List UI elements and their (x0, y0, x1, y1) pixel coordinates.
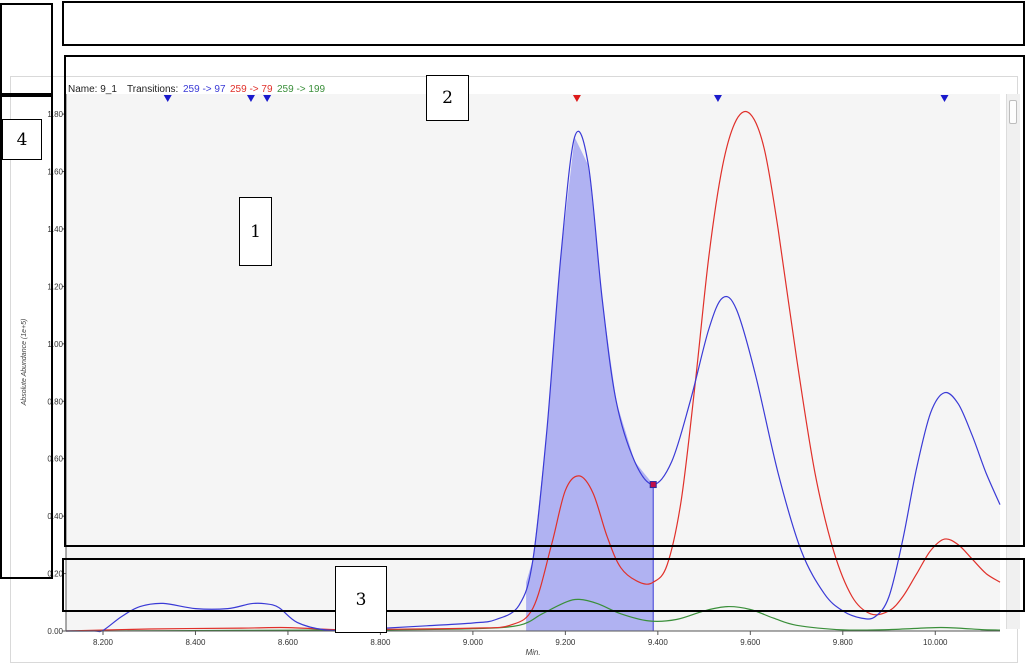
annotation-box-plot-lower (62, 558, 1025, 612)
y-axis-title: Absolute Abundance (1e+5) (21, 319, 28, 407)
annotation-box-y-axis (0, 95, 53, 579)
x-tick-label-0: 8.200 (93, 638, 114, 647)
legend-entry-0: 259 -> 97 (183, 84, 226, 95)
x-tick-label-3: 8.800 (370, 638, 391, 647)
series-line-1 (65, 110, 1001, 632)
peak-marker-4 (713, 95, 722, 102)
annotation-box-corner (0, 3, 53, 95)
x-tick-label-8: 9.800 (833, 638, 854, 647)
x-tick-label-2: 8.600 (278, 638, 299, 647)
annotation-label-1: 1 (239, 197, 272, 266)
y-tick-label-4: 0.80 (47, 397, 63, 406)
legend-entry-2: 259 -> 199 (277, 84, 326, 95)
y-tick-label-5: 1.00 (47, 340, 63, 349)
annotation-box-top-banner (62, 1, 1025, 46)
y-tick-label-2: 0.40 (47, 512, 63, 521)
series-line-2 (65, 598, 1001, 632)
integrated-peak-area (526, 137, 654, 631)
annotation-label-3: 3 (335, 566, 387, 633)
chromatogram-name: Name: 9_1 (68, 84, 117, 95)
y-tick-label-6: 1.20 (47, 282, 63, 291)
peak-boundary-marker (649, 481, 657, 489)
peak-marker-1 (246, 95, 255, 102)
y-tick-label-0: 0.00 (47, 627, 63, 636)
series-line-0 (65, 130, 1001, 633)
y-tick-label-8: 1.60 (47, 168, 63, 177)
peak-marker-2 (263, 95, 272, 102)
x-tick-label-9: 10.000 (923, 638, 948, 647)
y-tick-label-7: 1.40 (47, 225, 63, 234)
x-tick-label-7: 9.600 (740, 638, 761, 647)
peak-marker-3 (572, 95, 581, 102)
annotation-label-2: 2 (426, 75, 469, 121)
vertical-scrollbar[interactable] (1006, 94, 1020, 629)
annotation-box-plot-upper (64, 55, 1025, 547)
x-tick-label-5: 9.200 (555, 638, 576, 647)
x-tick-label-6: 9.400 (648, 638, 669, 647)
peak-marker-5 (940, 95, 949, 102)
scrollbar-thumb[interactable] (1009, 100, 1017, 124)
plot-area (66, 94, 1000, 631)
y-tick-label-1: 0.20 (47, 570, 63, 579)
peak-marker-0 (163, 95, 172, 102)
x-tick-label-4: 9.000 (463, 638, 484, 647)
y-tick-label-9: 1.80 (47, 110, 63, 119)
y-tick-label-3: 0.60 (47, 455, 63, 464)
x-tick-label-1: 8.400 (185, 638, 206, 647)
transitions-label: Transitions: (127, 84, 178, 95)
legend-entry-1: 259 -> 79 (230, 84, 273, 95)
annotation-label-4: 4 (2, 119, 42, 160)
x-axis-title: Min. (525, 648, 540, 657)
